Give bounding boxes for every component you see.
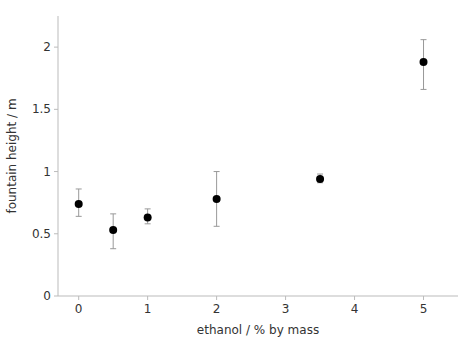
point [144, 214, 152, 222]
x-tick-label: 5 [420, 302, 428, 316]
error-cap [214, 171, 220, 172]
error-bar [421, 40, 427, 90]
y-tick-label: 0.5 [32, 227, 51, 241]
error-bar [145, 209, 151, 224]
error-bar [214, 172, 220, 227]
error-cap [110, 213, 116, 214]
error-cap [76, 216, 82, 217]
error-cap [110, 248, 116, 249]
y-axis-label: fountain height / m [5, 98, 19, 213]
x-tick [147, 296, 148, 300]
x-tick-label: 3 [282, 302, 290, 316]
point [109, 226, 117, 234]
error-bar [317, 174, 323, 183]
y-tick [54, 109, 58, 110]
error-cap [214, 226, 220, 227]
error-bar [76, 189, 82, 216]
x-tick [423, 296, 424, 300]
x-tick-label: 1 [144, 302, 152, 316]
x-tick [285, 296, 286, 300]
error-bar [110, 214, 116, 249]
marks [75, 40, 428, 249]
error-cap [317, 174, 323, 175]
y-tick-label: 1 [43, 165, 51, 179]
x-axis-label: ethanol / % by mass [197, 323, 319, 337]
y-tick-label: 2 [43, 40, 51, 54]
y-tick [54, 233, 58, 234]
x-tick-label: 4 [351, 302, 359, 316]
point [75, 200, 83, 208]
x-tick [78, 296, 79, 300]
y-tick [54, 171, 58, 172]
point [420, 58, 428, 66]
x-tick [216, 296, 217, 300]
point [213, 195, 221, 203]
x-tick [354, 296, 355, 300]
y-tick-label: 0 [43, 289, 51, 303]
x-axis-line [58, 296, 458, 297]
y-axis-line [58, 16, 59, 296]
y-tick [54, 47, 58, 48]
point [316, 175, 324, 183]
y-tick-label: 1.5 [32, 102, 51, 116]
x-tick-label: 2 [213, 302, 221, 316]
error-cap [421, 39, 427, 40]
chart: 0 1 2 3 4 5 0 0.5 1 1.5 2 ethanol / % by mass founta… [0, 0, 474, 344]
y-tick [54, 296, 58, 297]
error-cap [76, 188, 82, 189]
error-cap [145, 223, 151, 224]
x-tick-label: 0 [75, 302, 83, 316]
error-cap [421, 89, 427, 90]
error-cap [145, 208, 151, 209]
